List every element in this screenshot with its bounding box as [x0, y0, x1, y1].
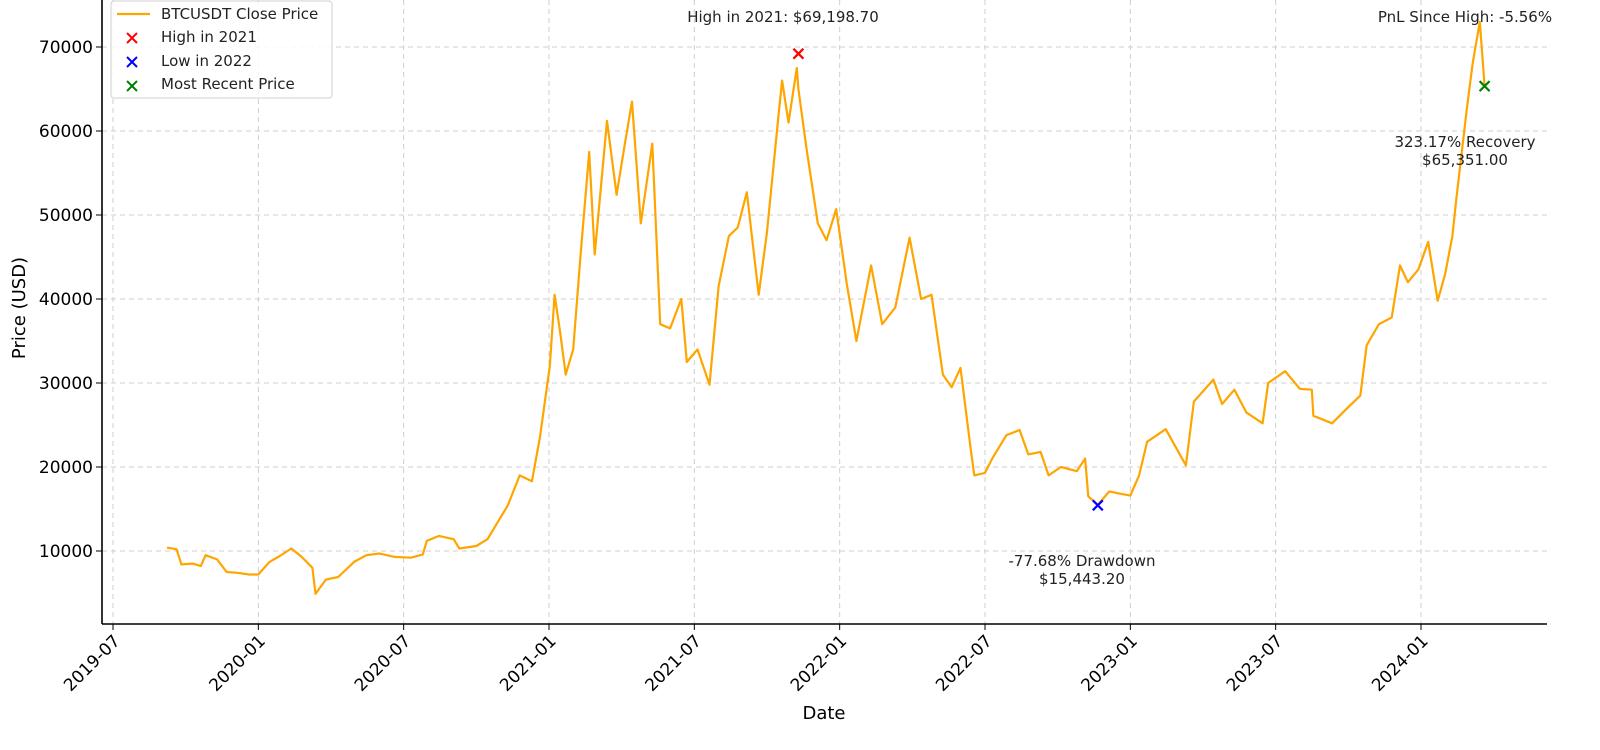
x-tick-label: 2019-07	[60, 631, 124, 695]
y-tick-label: 10000	[39, 542, 93, 562]
x-tick-label: 2024-01	[1368, 631, 1432, 695]
y-tick-label: 70000	[39, 38, 93, 58]
y-axis-ticks: 10000 20000 30000 40000 50000 60000 70000	[39, 38, 102, 562]
x-marker-icon	[126, 32, 138, 44]
y-tick-label: 50000	[39, 206, 93, 226]
price-line	[166, 20, 1486, 595]
x-tick-label: 2023-01	[1078, 631, 1142, 695]
y-tick-label: 40000	[39, 290, 93, 310]
x-tick-label: 2020-07	[351, 631, 415, 695]
annotation-recovery-price: $65,351.00	[1422, 151, 1508, 169]
x-tick-label: 2022-07	[932, 631, 996, 695]
markers	[792, 47, 1491, 512]
x-marker-icon	[126, 56, 138, 68]
annotation-pnl: PnL Since High: -5.56%	[1378, 8, 1552, 26]
x-marker-icon	[1478, 80, 1491, 92]
x-axis-label: Date	[802, 703, 845, 724]
x-marker-icon	[1092, 499, 1104, 512]
x-tick-label: 2022-01	[787, 631, 851, 695]
legend-label-price: BTCUSDT Close Price	[161, 5, 318, 23]
legend: BTCUSDT Close Price High in 2021 Low in …	[110, 0, 333, 99]
annotation-high: High in 2021: $69,198.70	[687, 8, 879, 26]
x-tick-label: 2021-01	[496, 631, 560, 695]
annotation-recovery: 323.17% Recovery	[1394, 133, 1535, 151]
y-tick-label: 30000	[39, 374, 93, 394]
x-marker-icon	[792, 47, 805, 60]
y-tick-label: 20000	[39, 458, 93, 478]
y-tick-label: 60000	[39, 122, 93, 142]
legend-label-high: High in 2021	[161, 28, 257, 46]
x-axis-ticks: 2019-07 2020-01 2020-07 2021-01 2021-07 2022-…	[60, 624, 1433, 696]
x-tick-label: 2020-01	[206, 631, 270, 695]
legend-label-low: Low in 2022	[161, 52, 252, 70]
legend-box	[110, 0, 333, 99]
y-axis-label: Price (USD)	[9, 257, 30, 359]
x-tick-label: 2023-07	[1223, 631, 1287, 695]
annotation-drawdown: -77.68% Drawdown	[1008, 552, 1155, 570]
legend-label-recent: Most Recent Price	[161, 75, 295, 93]
x-marker-icon	[126, 80, 138, 92]
annotation-drawdown-price: $15,443.20	[1039, 570, 1125, 588]
grid-lines	[102, 0, 1547, 624]
x-tick-label: 2021-07	[642, 631, 706, 695]
